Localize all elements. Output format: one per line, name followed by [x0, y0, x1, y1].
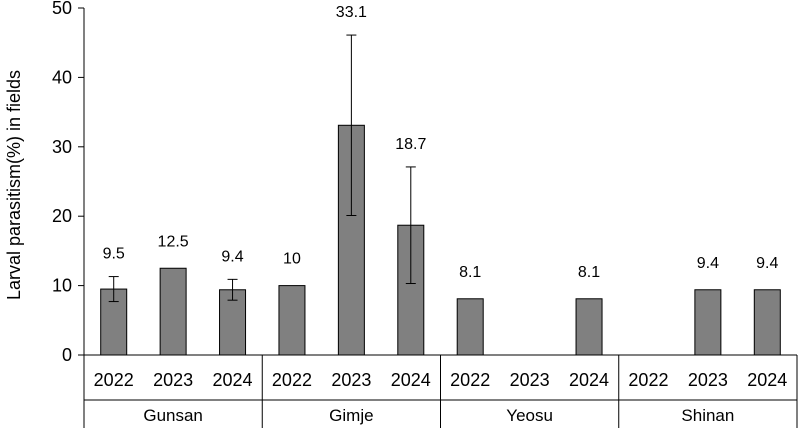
y-tick-label: 50 [52, 0, 72, 18]
data-label: 8.1 [459, 264, 481, 281]
data-label: 10 [283, 251, 301, 268]
bar [278, 285, 306, 356]
y-tick-label: 20 [52, 206, 72, 226]
y-axis: 0 10 20 30 40 50 [52, 0, 85, 365]
data-label: 18.7 [395, 136, 426, 153]
year-tick-label: 2024 [569, 370, 609, 390]
y-tick-label: 30 [52, 137, 72, 157]
year-tick-label: 2022 [450, 370, 490, 390]
year-tick-label: 2023 [331, 370, 371, 390]
data-label: 9.4 [221, 248, 243, 265]
year-tick-label: 2024 [391, 370, 431, 390]
year-tick-label: 2022 [272, 370, 312, 390]
y-tick-label: 0 [62, 345, 72, 365]
x-axis: Gunsan 2022 2023 2024 Gimje 2022 2023 2024 Yeosu… [83, 354, 798, 428]
group-label: Shinan [681, 406, 734, 425]
data-label: 12.5 [158, 233, 189, 250]
data-label: 33.1 [336, 4, 367, 21]
group-label: Gunsan [143, 406, 203, 425]
bar [456, 298, 484, 356]
bars: 9.5 12.5 9.4 10 33.1 18.7 8.1 8.1 9.4 9.4 [100, 4, 781, 356]
data-label: 9.4 [697, 255, 719, 272]
year-tick-label: 2022 [628, 370, 668, 390]
y-axis-label: Larval parasitism(%) in fields [4, 70, 24, 300]
y-tick-label: 40 [52, 67, 72, 87]
bar [694, 289, 722, 356]
year-tick-label: 2022 [94, 370, 134, 390]
bar [575, 298, 603, 356]
data-label: 8.1 [578, 264, 600, 281]
year-tick-label: 2024 [747, 370, 787, 390]
year-tick-label: 2023 [510, 370, 550, 390]
year-tick-label: 2023 [688, 370, 728, 390]
data-label: 9.4 [756, 255, 778, 272]
data-label: 9.5 [103, 246, 125, 263]
bar [159, 267, 187, 356]
group-label: Yeosu [506, 406, 553, 425]
y-tick-label: 10 [52, 276, 72, 296]
group-label: Gimje [329, 406, 373, 425]
year-tick-label: 2024 [213, 370, 253, 390]
bar [753, 289, 781, 356]
year-tick-label: 2023 [153, 370, 193, 390]
